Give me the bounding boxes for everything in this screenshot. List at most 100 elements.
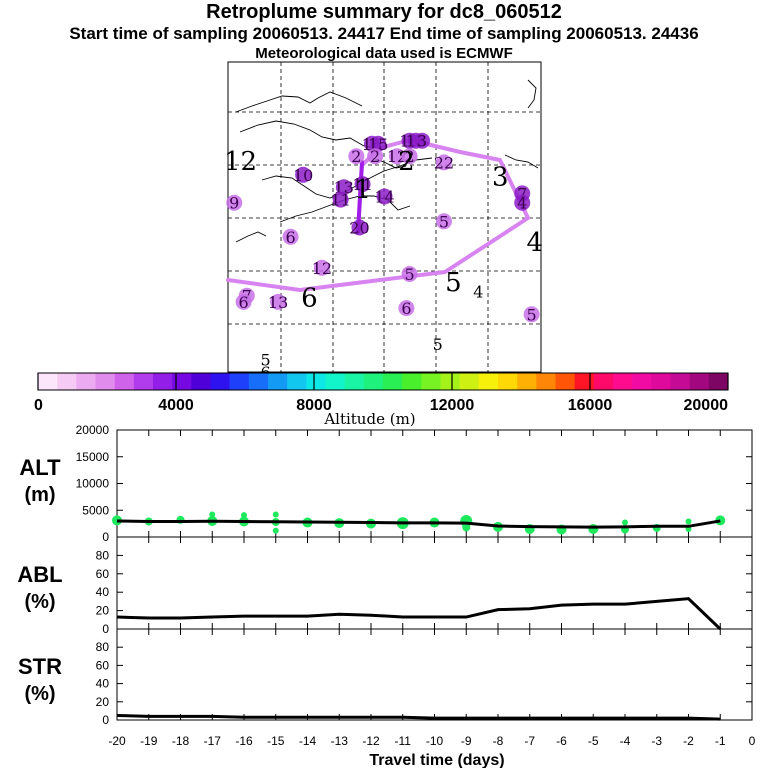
y-tick-label: 0: [102, 622, 109, 636]
panel-abl: 0 20 40 60 80 ABL (%): [17, 536, 753, 636]
colorbar-swatch: [402, 373, 422, 390]
colorbar-tick-label: 20000: [684, 397, 729, 414]
cluster-marker: [401, 266, 418, 282]
x-tick-label: -18: [172, 734, 190, 748]
colorbar-swatch: [114, 373, 135, 390]
colorbar-swatch: [689, 373, 710, 390]
cluster-label: 9: [229, 194, 239, 213]
panel-str: 0 20 40 60 80 STR (%): [18, 628, 753, 727]
cluster-marker: [435, 154, 452, 171]
x-tick-label: -11: [395, 734, 412, 748]
cluster-marker: [523, 306, 540, 323]
x-tick-label: -1: [715, 734, 726, 748]
cluster-label: 6: [239, 293, 249, 312]
colorbar-swatch: [498, 373, 518, 390]
x-tick-label: -5: [588, 734, 599, 748]
x-tick-label: -16: [235, 734, 253, 748]
time-marker-label: 12: [224, 147, 257, 177]
colorbar-tick-label: 4000: [158, 397, 194, 414]
colorbar-swatch: [708, 373, 729, 390]
y-tick-label: 60: [96, 658, 110, 672]
y-tick-label: 40: [96, 677, 110, 691]
colorbar-swatch: [440, 373, 460, 390]
panel-ylabel-name: ABL: [17, 562, 62, 587]
colorbar-swatch: [306, 373, 326, 390]
alt-point: [462, 523, 471, 532]
cluster-label: 12: [312, 259, 332, 278]
time-marker-label: 5: [260, 351, 270, 370]
x-tick-label: -15: [267, 734, 285, 748]
cluster-marker: [313, 259, 330, 276]
colorbar-swatch: [517, 373, 537, 390]
alt-point: [588, 523, 599, 534]
cluster-marker: [376, 188, 393, 205]
cluster-label: 6: [286, 228, 296, 247]
map-frame: [227, 61, 542, 373]
cluster-label: 22: [434, 153, 454, 172]
cluster-marker: [354, 176, 371, 193]
alt-point: [112, 515, 122, 526]
cluster-label: 4: [517, 194, 527, 213]
panel-alt: 0 5000 10000 15000 20000 ALT (m): [19, 423, 753, 544]
cluster-marker: [401, 148, 418, 165]
colorbar-swatch: [210, 373, 230, 390]
cluster-marker: [389, 148, 406, 165]
cluster-marker: [398, 300, 415, 317]
panel-frame: [116, 628, 753, 721]
colorbar-swatch: [248, 373, 269, 390]
colorbar-swatch: [651, 373, 671, 390]
colorbar-swatch: [268, 373, 288, 390]
cluster-label: 7: [517, 184, 527, 203]
colorbar-tick-label: 12000: [430, 397, 475, 414]
x-tick-label: -13: [331, 734, 349, 748]
colorbar-swatch: [670, 373, 690, 390]
x-tick-label: -6: [556, 734, 567, 748]
cluster-marker: [514, 194, 531, 211]
met-data-source: Meteorological data used is ECMWF: [255, 45, 513, 62]
cluster-marker: [370, 135, 387, 152]
panel-ylabel-unit: (m): [24, 484, 55, 506]
x-tick-label: -19: [140, 734, 158, 748]
cluster-label: 2: [404, 147, 414, 166]
colorbar-swatch: [421, 373, 441, 390]
x-tick-label: -12: [362, 734, 380, 748]
x-tick-label: -10: [426, 734, 444, 748]
colorbar-swatch: [536, 373, 556, 390]
cluster-label: 5: [404, 265, 414, 284]
x-axis-label: Travel time (days): [369, 752, 504, 768]
y-tick-label: 15000: [76, 450, 110, 464]
colorbar-swatch: [95, 373, 115, 390]
cluster-marker: [435, 213, 452, 230]
panel-ylabel-unit: (%): [24, 683, 55, 705]
colorbar-swatch: [57, 373, 77, 390]
str-line: [116, 713, 721, 721]
x-tick-label: 0: [749, 734, 756, 748]
y-tick-label: 0: [102, 530, 109, 544]
x-tick-label: -9: [461, 734, 472, 748]
time-marker-label: 5: [433, 335, 443, 354]
cluster-marker: [332, 191, 349, 208]
x-tick-label: -8: [493, 734, 504, 748]
colorbar-swatch: [38, 373, 58, 390]
chart-title: Retroplume summary for dc8_060512: [206, 1, 562, 23]
alt-point: [272, 511, 279, 518]
x-tick-label: -2: [683, 734, 694, 748]
colorbar-swatch: [133, 373, 154, 390]
cluster-label: 12: [387, 147, 407, 166]
cluster-marker: [367, 148, 384, 165]
map-gridlines: [228, 62, 541, 372]
colorbar-swatch: [287, 373, 307, 390]
y-tick-label: 10000: [76, 477, 110, 491]
colorbar-swatch: [613, 373, 633, 390]
x-tick-label: -14: [299, 734, 317, 748]
y-tick-label: 80: [96, 640, 110, 654]
panel-ylabel-unit: (%): [24, 591, 55, 613]
cluster-marker: [282, 228, 299, 245]
colorbar-swatch: [172, 373, 192, 390]
x-tick-label: -7: [524, 734, 535, 748]
y-tick-label: 5000: [82, 503, 109, 517]
x-tick-label: -20: [108, 734, 126, 748]
panel-frame: [116, 536, 753, 630]
alt-point: [241, 512, 247, 519]
cluster-label: 11: [352, 175, 372, 194]
